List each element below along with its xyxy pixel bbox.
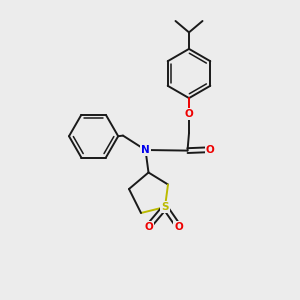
Text: O: O <box>184 109 194 119</box>
Text: N: N <box>141 145 150 155</box>
Text: O: O <box>206 145 214 155</box>
Text: O: O <box>144 221 153 232</box>
Text: S: S <box>161 202 169 212</box>
Text: O: O <box>174 221 183 232</box>
